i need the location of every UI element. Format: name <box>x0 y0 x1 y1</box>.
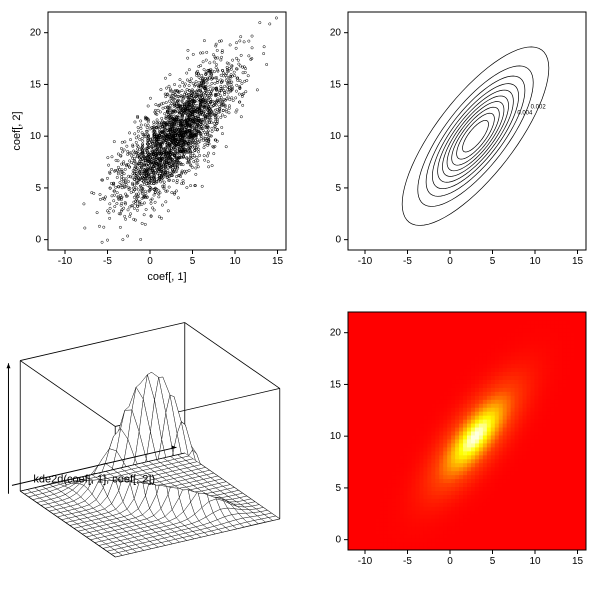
svg-text:10: 10 <box>229 256 241 267</box>
svg-text:15: 15 <box>572 256 584 267</box>
svg-text:coef[, 2]: coef[, 2] <box>11 111 23 150</box>
svg-text:5: 5 <box>35 183 41 194</box>
panel-heat: -10-505101505101520 <box>300 300 600 600</box>
svg-text:0: 0 <box>335 235 341 246</box>
svg-text:0: 0 <box>447 256 453 267</box>
svg-text:coef[, 1]: coef[, 1] <box>147 271 186 283</box>
svg-text:10: 10 <box>529 256 541 267</box>
svg-text:-5: -5 <box>403 256 412 267</box>
chart-grid: -10-505101505101520coef[, 1]coef[, 2] -1… <box>0 0 600 600</box>
svg-text:0: 0 <box>35 235 41 246</box>
svg-text:-10: -10 <box>58 256 73 267</box>
svg-text:15: 15 <box>272 256 284 267</box>
svg-text:20: 20 <box>30 28 42 39</box>
panel-contour: -10 -5 0 5 10 15 0 5 10 15 20 0.0020.004 <box>300 0 600 300</box>
svg-text:15: 15 <box>330 79 342 90</box>
svg-text:5: 5 <box>335 183 341 194</box>
svg-text:15: 15 <box>30 79 42 90</box>
svg-text:-10: -10 <box>358 256 373 267</box>
svg-text:10: 10 <box>30 131 42 142</box>
panel-persp: kde2d(coef[, 1], coef[, 2])Z <box>0 300 300 600</box>
svg-text:5: 5 <box>190 256 196 267</box>
svg-text:5: 5 <box>490 256 496 267</box>
svg-text:0.004: 0.004 <box>517 110 533 116</box>
svg-text:20: 20 <box>330 28 342 39</box>
svg-text:-5: -5 <box>103 256 112 267</box>
svg-text:0: 0 <box>147 256 153 267</box>
svg-text:0.002: 0.002 <box>531 104 547 110</box>
svg-text:kde2d(coef[, 1], coef[, 2]): kde2d(coef[, 1], coef[, 2]) <box>33 473 155 485</box>
svg-text:10: 10 <box>330 131 342 142</box>
panel-scatter: -10 -5 0 5 10 15 0 5 10 15 20 coef[, 1] coef[, 2] <box>0 0 300 300</box>
